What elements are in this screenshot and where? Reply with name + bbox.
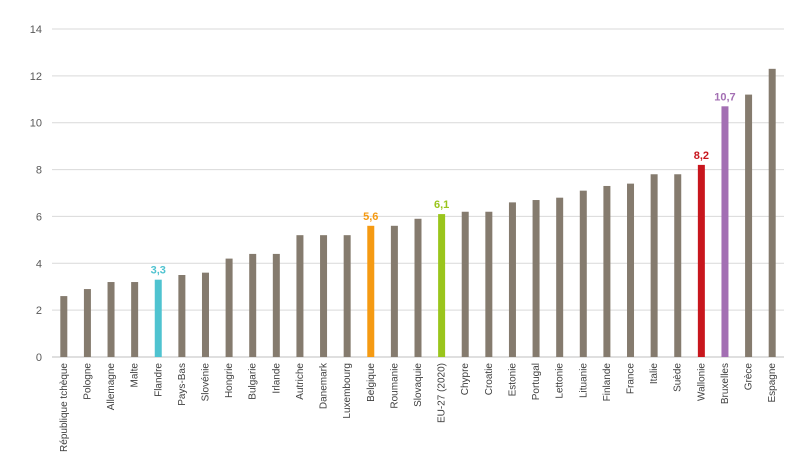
- bar: [579, 190, 587, 357]
- bar: [390, 225, 398, 357]
- x-category-label: France: [626, 363, 637, 395]
- y-tick-label: 12: [30, 71, 42, 83]
- x-category-label: Espagne: [767, 363, 778, 403]
- bar: [367, 225, 375, 357]
- x-category-label: République tchèque: [59, 363, 70, 452]
- data-labels: 3,3 5,6 6,1 8,2 10,7: [151, 91, 736, 276]
- x-category-label: Roumanie: [389, 363, 400, 409]
- x-category-label: Bruxelles: [720, 363, 731, 404]
- x-category-label: Lettonie: [555, 363, 566, 399]
- bar: [556, 197, 564, 357]
- bar: [201, 272, 209, 357]
- y-tick-label: 6: [36, 211, 42, 223]
- y-axis-tick-labels: 0 2 4 6 8 10 12 14: [30, 24, 42, 364]
- bar: [627, 183, 635, 357]
- bars: [60, 68, 776, 357]
- x-category-label: Italie: [649, 363, 660, 385]
- bar: [768, 68, 776, 357]
- bar: [414, 218, 422, 357]
- data-label: 6,1: [434, 199, 449, 211]
- bar: [721, 106, 729, 357]
- data-label: 3,3: [151, 265, 166, 277]
- x-category-label: EU-27 (2020): [437, 363, 448, 423]
- x-category-label: Finlande: [602, 363, 613, 402]
- x-category-label: Malte: [130, 363, 141, 388]
- bar: [272, 253, 280, 357]
- y-tick-label: 2: [36, 305, 42, 317]
- bar: [225, 258, 233, 357]
- y-tick-label: 14: [30, 24, 42, 36]
- x-category-label: Flandre: [153, 363, 164, 397]
- x-category-label: Wallonie: [696, 363, 707, 401]
- y-tick-label: 4: [36, 258, 42, 270]
- bar: [154, 279, 162, 357]
- x-category-label: Pays-Bas: [177, 363, 188, 406]
- bar: [60, 296, 68, 357]
- y-tick-label: 8: [36, 165, 42, 177]
- bar: [131, 282, 139, 357]
- x-category-label: Grèce: [744, 363, 755, 391]
- bar: [438, 214, 446, 357]
- x-category-label: Portugal: [531, 363, 542, 400]
- x-category-label: Croatie: [484, 363, 495, 396]
- bar: [296, 235, 304, 357]
- data-label: 10,7: [714, 91, 735, 103]
- bar: [508, 202, 516, 357]
- x-category-label: Pologne: [82, 363, 93, 400]
- x-category-label: Belgique: [366, 363, 377, 402]
- x-category-label: Lituanie: [578, 363, 589, 398]
- x-category-label: Estonie: [507, 363, 518, 397]
- bar: [343, 235, 351, 357]
- bar: [107, 282, 115, 357]
- x-category-label: Bulgarie: [248, 363, 259, 400]
- bar: [249, 253, 257, 357]
- x-category-label: Allemagne: [106, 363, 117, 411]
- x-category-label: Slovénie: [200, 363, 211, 402]
- bar: [745, 94, 753, 357]
- data-label: 8,2: [694, 150, 709, 162]
- x-category-label: Slovaquie: [413, 363, 424, 407]
- bar: [674, 174, 682, 357]
- x-category-label: Danemark: [319, 362, 330, 409]
- bar: [485, 211, 493, 357]
- bar: [697, 164, 705, 357]
- x-category-label: Hongrie: [224, 363, 235, 398]
- bar: [603, 185, 611, 357]
- bar: [83, 289, 91, 357]
- x-category-label: Suède: [673, 363, 684, 392]
- x-axis-category-labels: République tchèque Pologne Allemagne Malte F…: [59, 362, 778, 452]
- x-category-label: Luxembourg: [342, 363, 353, 419]
- bar: [650, 174, 658, 357]
- x-category-label: Chypre: [460, 363, 471, 396]
- bar: [178, 275, 186, 357]
- bar: [320, 235, 328, 357]
- x-category-label: Autriche: [295, 363, 306, 400]
- bar: [532, 200, 540, 357]
- y-tick-label: 0: [36, 352, 42, 364]
- y-tick-label: 10: [30, 118, 42, 130]
- data-label: 5,6: [363, 211, 378, 223]
- x-category-label: Irlande: [271, 363, 282, 394]
- bar: [461, 211, 469, 357]
